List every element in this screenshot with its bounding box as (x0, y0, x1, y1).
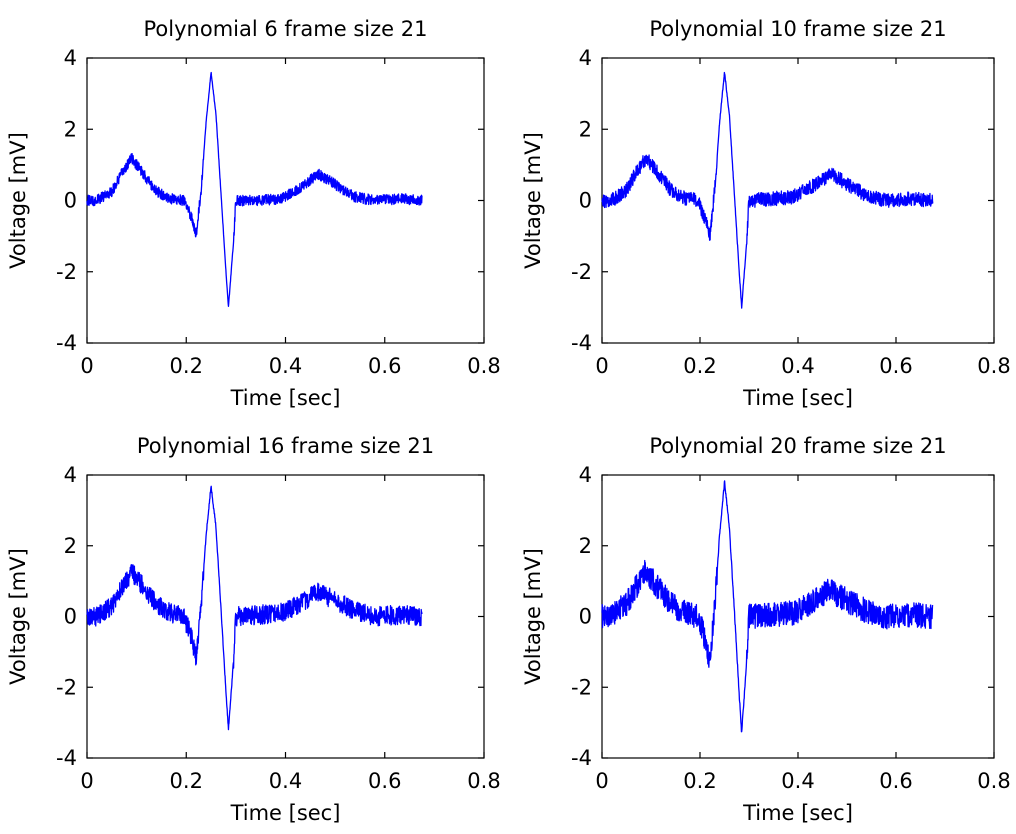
x-tick-label: 0.2 (170, 354, 203, 378)
y-tick-label: 0 (64, 189, 77, 213)
y-tick-label: -2 (56, 260, 77, 284)
x-axis-label: Time [sec] (230, 801, 341, 825)
y-tick-label: 0 (64, 605, 77, 629)
y-tick-label: 2 (64, 534, 77, 558)
y-axis-label: Voltage [mV] (6, 548, 30, 685)
y-tick-label: -2 (571, 675, 592, 699)
chart-title: Polynomial 20 frame size 21 (649, 434, 946, 458)
x-tick-label: 0 (595, 354, 608, 378)
subplot-3: Polynomial 16 frame size 21 Time [sec] Vol… (6, 434, 501, 825)
x-tick-label: 0 (80, 769, 93, 793)
x-tick-label: 0.6 (879, 769, 912, 793)
x-axis-label: Time [sec] (742, 386, 853, 410)
ecg-trace (601, 71, 934, 309)
y-axis-label: Voltage [mV] (521, 548, 545, 685)
x-tick-label: 0.2 (170, 769, 203, 793)
chart-title: Polynomial 10 frame size 21 (649, 17, 946, 41)
y-tick-label: -2 (571, 260, 592, 284)
y-tick-label: -2 (56, 675, 77, 699)
y-axis-label: Voltage [mV] (6, 132, 30, 269)
x-tick-label: 0.6 (368, 769, 401, 793)
y-tick-label: 0 (579, 605, 592, 629)
x-tick-label: 0.6 (879, 354, 912, 378)
y-tick-label: 0 (579, 189, 592, 213)
x-axis-label: Time [sec] (230, 386, 341, 410)
subplot-2: Polynomial 10 frame size 21 Time [sec] Vol… (521, 17, 1011, 410)
ecg-trace (86, 485, 423, 731)
y-tick-label: -4 (571, 746, 592, 770)
subplot-1: Polynomial 6 frame size 21 Time [sec] Volt… (6, 17, 501, 410)
y-tick-label: 2 (579, 117, 592, 141)
subplot-4: Polynomial 20 frame size 21 Time [sec] Vol… (521, 434, 1011, 825)
x-tick-label: 0.4 (781, 769, 814, 793)
x-tick-label: 0 (80, 354, 93, 378)
y-tick-label: -4 (56, 746, 77, 770)
y-tick-label: 4 (64, 463, 77, 487)
chart-title: Polynomial 6 frame size 21 (144, 17, 428, 41)
x-tick-label: 0.4 (269, 354, 302, 378)
y-tick-label: -4 (571, 331, 592, 355)
y-tick-label: -4 (56, 331, 77, 355)
ecg-trace (86, 71, 423, 307)
x-tick-label: 0.4 (781, 354, 814, 378)
y-tick-label: 2 (64, 117, 77, 141)
x-tick-label: 0.6 (368, 354, 401, 378)
x-tick-label: 0.8 (467, 354, 500, 378)
ecg-trace (601, 480, 934, 733)
y-tick-label: 2 (579, 534, 592, 558)
x-tick-label: 0.8 (977, 769, 1010, 793)
y-tick-label: 4 (64, 46, 77, 70)
x-axis-label: Time [sec] (742, 801, 853, 825)
x-tick-label: 0.4 (269, 769, 302, 793)
x-tick-label: 0 (595, 769, 608, 793)
x-tick-label: 0.8 (467, 769, 500, 793)
x-tick-label: 0.2 (683, 354, 716, 378)
chart-title: Polynomial 16 frame size 21 (137, 434, 434, 458)
x-tick-label: 0.2 (683, 769, 716, 793)
y-tick-label: 4 (579, 463, 592, 487)
y-tick-label: 4 (579, 46, 592, 70)
y-axis-label: Voltage [mV] (521, 132, 545, 269)
x-tick-label: 0.8 (977, 354, 1010, 378)
